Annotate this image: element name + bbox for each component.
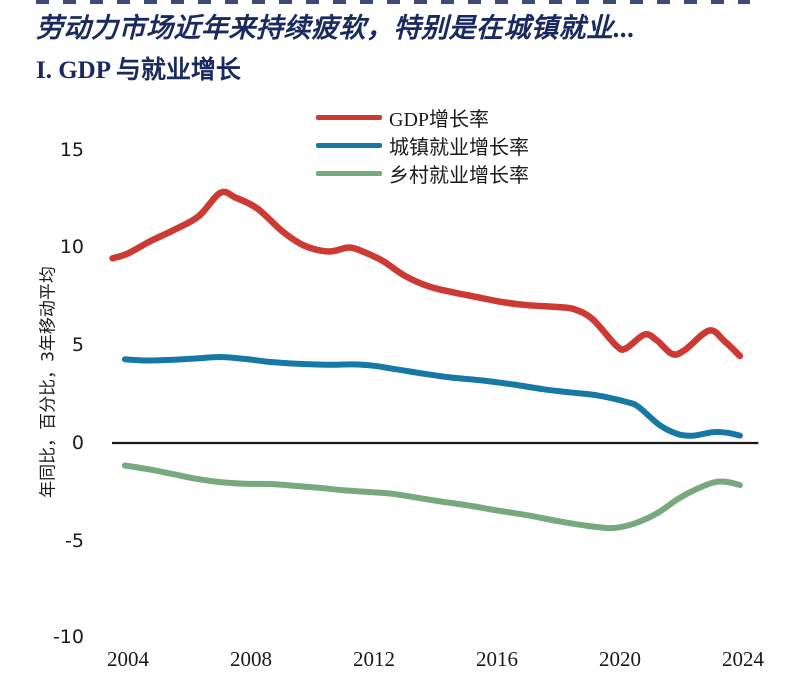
y-tick-label: 10 (59, 236, 84, 258)
legend-label-gdp: GDP增长率 (389, 108, 490, 131)
x-tick-label: 2012 (353, 647, 395, 671)
series-line-urban-employment (121, 353, 743, 439)
chart-title: I. GDP 与就业增长 (36, 57, 241, 84)
legend-item-urban-employment: 城镇就业增长率 (316, 131, 529, 159)
cropped-text-top-edge (36, 0, 750, 4)
legend-swatch-gdp-line (316, 114, 382, 120)
y-tick-label: 15 (59, 139, 84, 161)
y-tick-label: 5 (71, 334, 84, 356)
series-line-rural-employment (121, 462, 743, 532)
legend-swatch-urban-line (316, 142, 382, 148)
panel-title: 劳动力市场近年来持续疲软，特别是在城镇就业... (36, 13, 636, 43)
y-tick-label: -5 (65, 530, 84, 552)
y-tick-label: 0 (71, 432, 84, 454)
x-tick-label: 2008 (230, 647, 272, 671)
legend-item-gdp: GDP增长率 (316, 103, 529, 131)
y-tick-label: -10 (52, 626, 84, 648)
x-tick-label: 2024 (722, 647, 764, 671)
x-tick-label: 2020 (599, 647, 641, 671)
x-tick-label: 2016 (476, 647, 518, 671)
series-line-gdp (109, 188, 744, 360)
legend-label-urban: 城镇就业增长率 (389, 136, 529, 159)
legend-item-rural-employment: 乡村就业增长率 (316, 159, 529, 187)
legend-swatch-rural-line (316, 170, 382, 176)
legend-label-rural: 乡村就业增长率 (389, 164, 529, 187)
chart-legend: GDP增长率 城镇就业增长率 乡村就业增长率 (316, 103, 529, 187)
x-tick-label: 2004 (107, 647, 149, 671)
